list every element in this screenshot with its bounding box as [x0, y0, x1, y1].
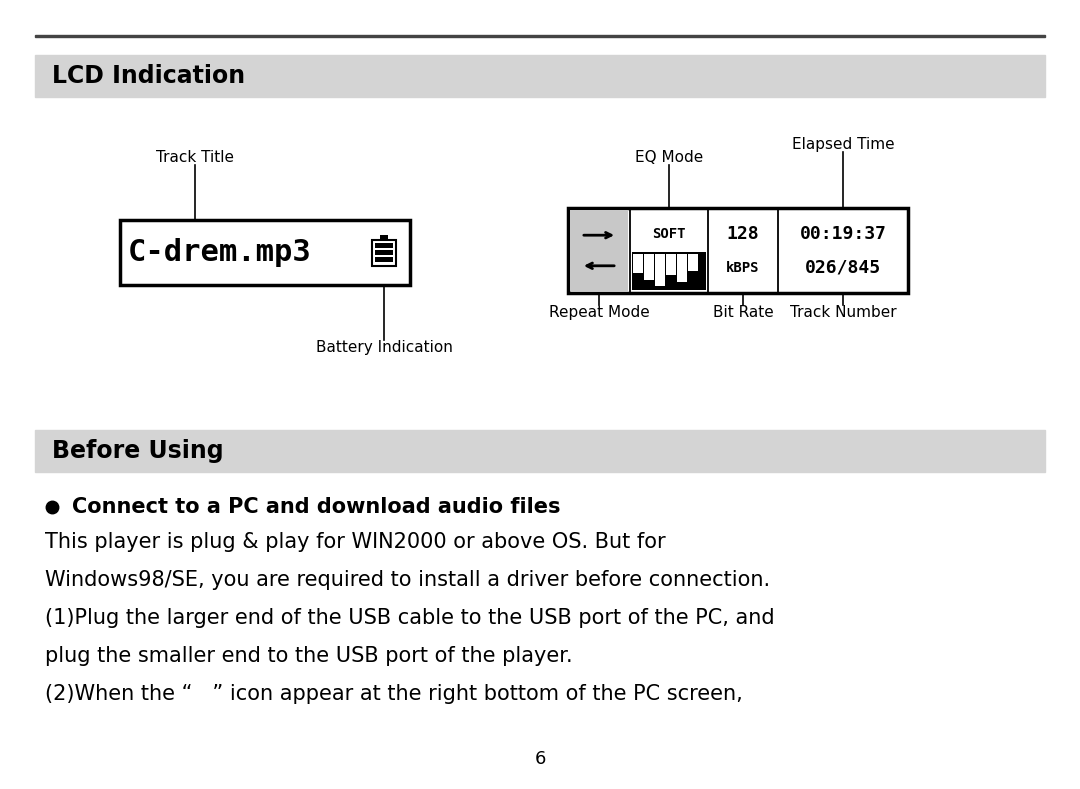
Text: EQ Mode: EQ Mode	[635, 150, 703, 165]
Text: Windows98/SE, you are required to install a driver before connection.: Windows98/SE, you are required to instal…	[45, 570, 770, 590]
Text: 026/845: 026/845	[805, 259, 881, 276]
Bar	[666, 254, 676, 275]
Bar	[375, 242, 393, 248]
Bar	[633, 254, 643, 273]
Bar	[375, 256, 393, 261]
Bar	[654, 254, 665, 286]
Bar	[375, 249, 393, 255]
Bar	[372, 240, 396, 266]
Bar	[35, 430, 1045, 472]
Bar	[568, 208, 908, 293]
Text: kBPS: kBPS	[726, 260, 759, 275]
Text: Battery Indication: Battery Indication	[315, 340, 453, 355]
Text: C-drem.mp3: C-drem.mp3	[129, 238, 312, 267]
Text: Elapsed Time: Elapsed Time	[792, 137, 894, 152]
Text: 00:19:37: 00:19:37	[799, 225, 887, 242]
Text: 128: 128	[727, 225, 759, 242]
Text: This player is plug & play for WIN2000 or above OS. But for: This player is plug & play for WIN2000 o…	[45, 532, 665, 552]
Bar	[688, 254, 698, 271]
Bar	[35, 35, 1045, 37]
Text: Bit Rate: Bit Rate	[713, 305, 773, 320]
Text: plug the smaller end to the USB port of the player.: plug the smaller end to the USB port of …	[45, 646, 572, 666]
Text: Repeat Mode: Repeat Mode	[549, 305, 649, 320]
Text: Connect to a PC and download audio files: Connect to a PC and download audio files	[72, 497, 561, 517]
Bar	[380, 234, 388, 241]
Text: SOFT: SOFT	[652, 226, 686, 241]
Text: Track Title: Track Title	[156, 150, 234, 165]
Text: (1)Plug the larger end of the USB cable to the USB port of the PC, and: (1)Plug the larger end of the USB cable …	[45, 608, 774, 628]
Text: Before Using: Before Using	[52, 439, 224, 463]
Text: 6: 6	[535, 750, 545, 768]
Text: LCD Indication: LCD Indication	[52, 64, 245, 88]
Bar	[570, 210, 627, 291]
Bar	[632, 252, 706, 290]
Text: (2)When the “   ” icon appear at the right bottom of the PC screen,: (2)When the “ ” icon appear at the right…	[45, 684, 743, 704]
Bar	[120, 220, 410, 285]
Bar	[35, 55, 1045, 97]
Bar	[677, 254, 687, 282]
Bar	[644, 254, 654, 280]
Text: Track Number: Track Number	[789, 305, 896, 320]
